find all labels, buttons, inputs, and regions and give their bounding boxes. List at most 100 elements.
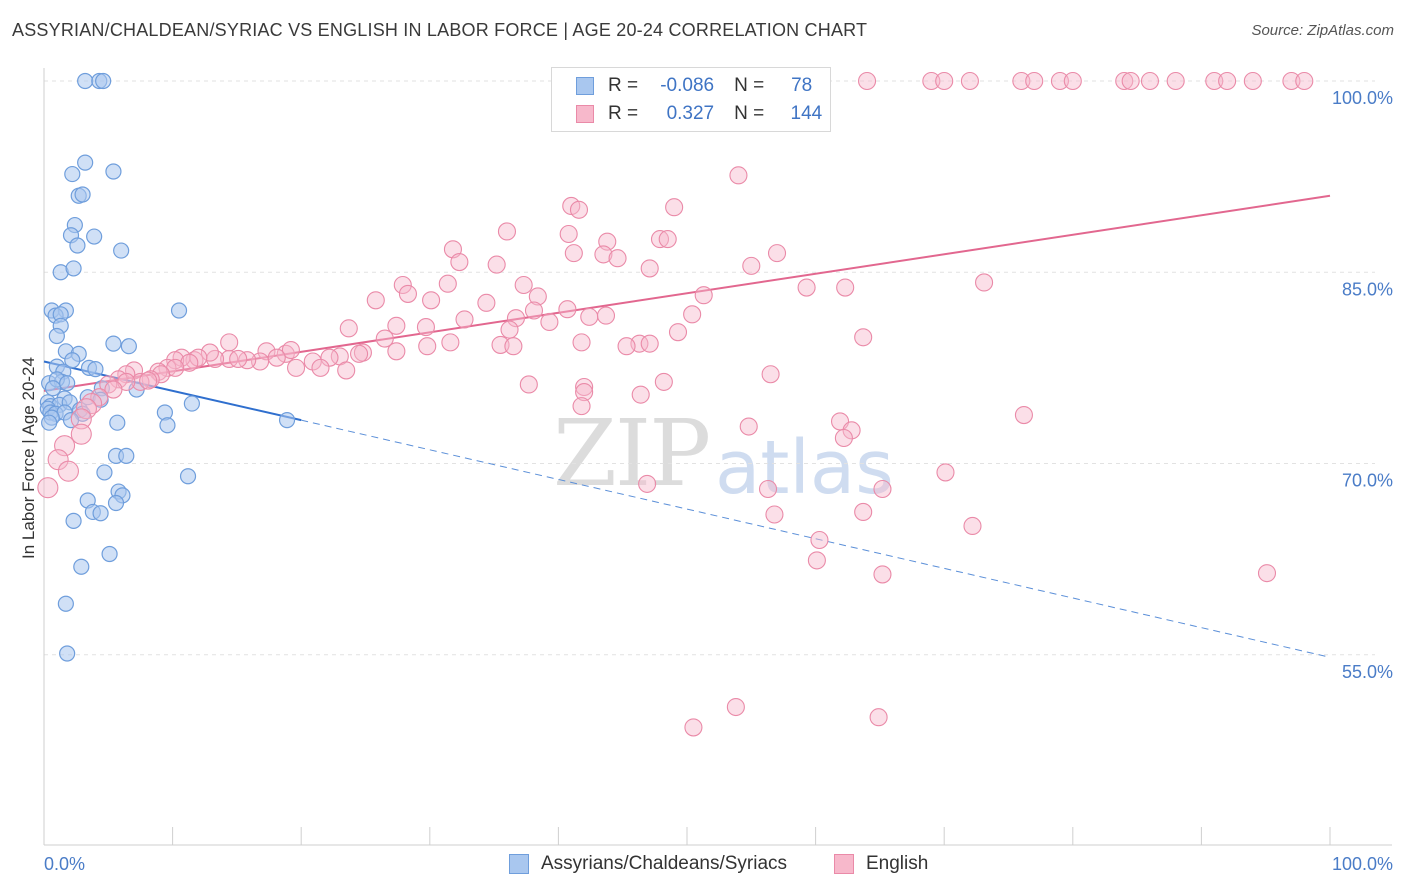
data-point-english xyxy=(158,358,177,377)
data-point-english xyxy=(504,337,523,356)
data-point-english xyxy=(1014,405,1033,425)
data-point-english xyxy=(1257,564,1277,583)
data-point-english xyxy=(873,565,892,584)
data-point-english xyxy=(540,312,559,332)
data-point-english xyxy=(572,397,591,416)
data-point-english xyxy=(726,697,745,717)
chart-title: ASSYRIAN/CHALDEAN/SYRIAC VS ENGLISH IN L… xyxy=(12,20,868,40)
data-point-english xyxy=(37,477,59,499)
trend-line-assyrians-dashed xyxy=(301,419,1331,658)
data-point-english xyxy=(477,293,496,312)
data-point-english xyxy=(810,530,829,550)
data-point-english xyxy=(1140,71,1160,91)
data-point-english xyxy=(497,222,517,241)
data-point-assyrians xyxy=(59,645,76,662)
data-point-english xyxy=(854,502,873,522)
data-point-english xyxy=(975,273,994,292)
data-point-assyrians xyxy=(96,464,113,481)
bottom-legend-swatch-english xyxy=(834,854,854,874)
data-point-english xyxy=(1121,71,1140,91)
data-point-english xyxy=(580,307,599,326)
bottom-legend-english: English xyxy=(834,851,928,877)
data-point-english xyxy=(1295,71,1314,91)
data-point-assyrians xyxy=(183,395,200,412)
data-point-english xyxy=(418,337,437,356)
data-point-english xyxy=(739,417,758,436)
data-point-english xyxy=(500,320,519,339)
data-point-english xyxy=(311,358,330,377)
correlation-legend: R = -0.086 N = 78 R = 0.327 N = 144 xyxy=(551,67,831,132)
data-point-assyrians xyxy=(64,165,81,183)
trend-lines xyxy=(43,194,1331,658)
data-point-english xyxy=(200,343,219,362)
series-assyrians-points xyxy=(39,72,296,662)
data-point-english xyxy=(506,309,526,328)
data-point-assyrians xyxy=(41,414,58,431)
data-point-english xyxy=(922,71,941,91)
y-axis-title: In Labor Force | Age 20-24 xyxy=(19,357,38,559)
data-point-english xyxy=(807,551,826,570)
data-point-english xyxy=(834,428,853,448)
data-point-assyrians xyxy=(59,375,76,392)
data-point-english xyxy=(387,316,406,335)
data-point-english xyxy=(963,516,982,536)
data-point-english xyxy=(99,375,118,394)
data-point-english xyxy=(729,166,748,185)
data-point-english xyxy=(398,284,417,303)
legend-r-label: R = xyxy=(608,75,639,96)
data-point-assyrians xyxy=(57,595,74,612)
data-point-assyrians xyxy=(105,335,122,352)
data-point-english xyxy=(366,291,385,310)
legend-n-label: N = xyxy=(734,103,765,124)
data-point-assyrians xyxy=(179,468,197,485)
trend-line-english xyxy=(43,194,1331,392)
data-point-english xyxy=(936,463,955,482)
data-point-english xyxy=(149,362,168,381)
data-point-english xyxy=(339,319,358,338)
data-point-english xyxy=(765,505,784,524)
data-point-english xyxy=(514,275,533,295)
data-point-english xyxy=(596,306,616,325)
data-point-english xyxy=(654,372,673,391)
data-point-english xyxy=(1115,71,1134,91)
legend-n-value-assyrians: 78 xyxy=(791,75,813,96)
data-point-english xyxy=(638,474,657,493)
data-point-english xyxy=(75,398,97,420)
data-point-assyrians xyxy=(159,417,176,434)
data-point-english xyxy=(1012,71,1031,91)
data-point-english xyxy=(594,245,613,264)
data-point-assyrians xyxy=(113,242,130,259)
data-point-english xyxy=(575,377,594,397)
data-point-english xyxy=(960,71,979,91)
data-point-english xyxy=(387,342,406,361)
bottom-legend-label-english: English xyxy=(866,853,929,874)
data-point-english xyxy=(640,259,659,278)
legend-n-label: N = xyxy=(734,75,765,96)
data-point-english xyxy=(836,278,855,297)
data-point-english xyxy=(694,286,713,305)
y-tick-label: 100.0% xyxy=(1332,88,1393,108)
data-point-assyrians xyxy=(48,327,65,345)
data-point-english xyxy=(873,479,892,499)
legend-r-value-english: 0.327 xyxy=(666,103,715,124)
data-point-english xyxy=(658,230,677,249)
legend-r-label: R = xyxy=(608,103,639,124)
data-point-english xyxy=(220,333,239,352)
data-point-english xyxy=(575,383,594,402)
data-point-english xyxy=(166,351,185,370)
data-point-assyrians xyxy=(44,380,62,397)
data-point-english xyxy=(617,337,636,356)
data-point-english xyxy=(684,718,703,737)
data-point-assyrians xyxy=(101,545,118,563)
data-point-english xyxy=(487,255,506,274)
data-point-english xyxy=(559,224,578,244)
data-point-english xyxy=(1025,71,1044,91)
data-point-assyrians xyxy=(278,412,296,429)
y-tick-label: 85.0% xyxy=(1342,279,1393,299)
bottom-legend-swatch-assyrians xyxy=(509,854,529,874)
data-point-english xyxy=(491,335,510,354)
data-point-english xyxy=(70,408,92,430)
data-point-english xyxy=(189,348,208,367)
data-point-english xyxy=(450,252,469,272)
data-point-english xyxy=(1282,71,1301,91)
